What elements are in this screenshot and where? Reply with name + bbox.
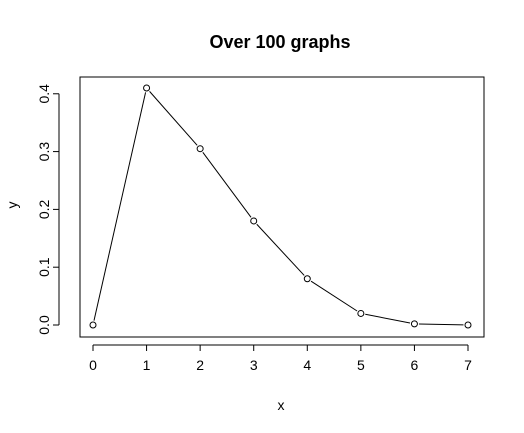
x-tick-label: 4 <box>303 357 311 373</box>
y-tick-label: 0.0 <box>36 315 52 335</box>
data-point <box>89 321 97 329</box>
y-tick-label: 0.2 <box>36 199 52 219</box>
data-point <box>464 321 472 329</box>
series-line-segment <box>310 280 358 312</box>
data-point <box>303 275 311 283</box>
y-tick-label: 0.1 <box>36 257 52 277</box>
x-tick-label: 5 <box>357 357 365 373</box>
series-line-segment <box>256 223 305 276</box>
y-axis: 0.0 0.1 0.2 0.3 0.4 <box>36 84 60 335</box>
series-layer <box>89 84 472 329</box>
series-line-segment <box>202 152 252 218</box>
x-tick-label: 2 <box>196 357 204 373</box>
series-line-segment <box>149 91 198 146</box>
data-point <box>357 309 365 317</box>
x-tick-label: 6 <box>411 357 419 373</box>
y-tick-label: 0.3 <box>36 142 52 162</box>
data-point <box>196 145 204 153</box>
x-tick-label: 0 <box>89 357 97 373</box>
y-axis-label: y <box>4 202 20 209</box>
data-point <box>143 84 151 92</box>
series-line-segment <box>93 92 147 321</box>
x-axis: 0 1 2 3 4 5 6 7 <box>89 344 472 373</box>
x-tick-label: 3 <box>250 357 258 373</box>
data-point <box>250 217 258 225</box>
data-point <box>410 320 418 328</box>
y-tick-label: 0.4 <box>36 84 52 104</box>
plot-frame <box>79 76 485 338</box>
chart-title: Over 100 graphs <box>209 32 350 52</box>
series-line-segment <box>365 313 411 324</box>
x-axis-label: x <box>278 397 285 413</box>
series-line-segment <box>418 323 464 326</box>
x-tick-label: 7 <box>464 357 472 373</box>
x-tick-label: 1 <box>143 357 151 373</box>
